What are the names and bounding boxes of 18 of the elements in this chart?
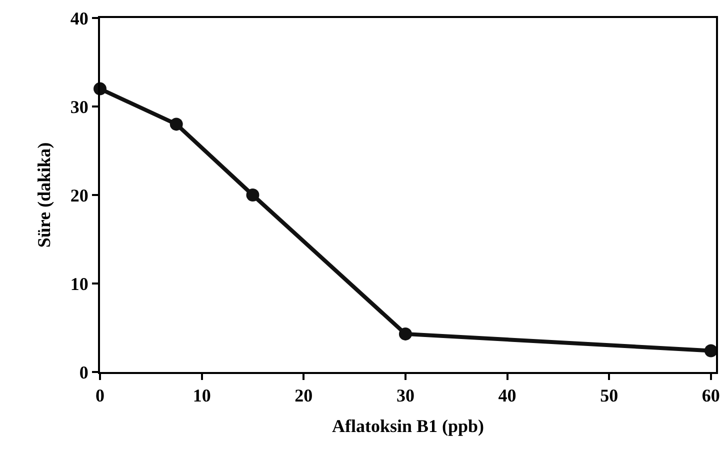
point	[246, 188, 260, 202]
x-tick-label: 50	[600, 386, 618, 406]
x-tick-label: 60	[702, 386, 720, 406]
x-axis-title: Aflatoksin B1 (ppb)	[332, 416, 484, 436]
point	[170, 118, 183, 131]
x-tick-label: 10	[192, 386, 211, 406]
point	[704, 344, 718, 358]
y-tick-label: 40	[70, 8, 88, 28]
x-tick-label: 0	[96, 386, 104, 406]
y-axis-title: Süre (dakika)	[34, 142, 54, 248]
point	[398, 327, 412, 340]
y-tick-label: 0	[79, 362, 88, 382]
y-tick-label: 20	[70, 185, 88, 206]
x-tick-label: 30	[396, 386, 414, 406]
y-tick-label: 30	[70, 96, 88, 117]
x-tick-label: 20	[294, 386, 313, 406]
y-tick-label: 10	[70, 274, 88, 294]
x-tick-label: 40	[498, 386, 516, 406]
